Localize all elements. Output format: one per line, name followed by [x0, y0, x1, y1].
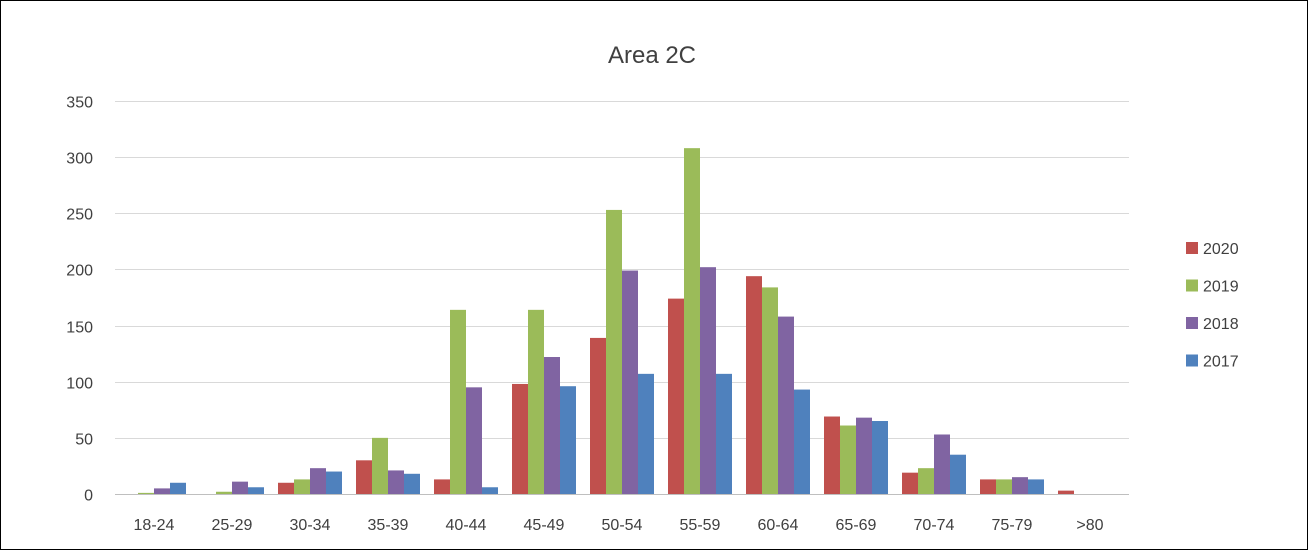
- x-tick-label: 45-49: [524, 517, 565, 534]
- bar-2018-30-34: [310, 468, 326, 494]
- bar-2018-70-74: [934, 434, 950, 494]
- bar-2019-60-64: [762, 287, 778, 494]
- bar-2020-40-44: [434, 479, 450, 494]
- y-tick-label: 50: [75, 432, 93, 449]
- bar-2020-70-74: [902, 472, 918, 494]
- x-tick-label: 18-24: [134, 517, 175, 534]
- bar-2020->80: [1058, 490, 1074, 494]
- legend-label: 2017: [1203, 354, 1239, 371]
- legend-label: 2019: [1203, 279, 1239, 296]
- bar-2020-75-79: [980, 479, 996, 494]
- bar-2020-45-49: [512, 383, 528, 494]
- x-tick-label: 65-69: [836, 517, 877, 534]
- bar-2019-55-59: [684, 148, 700, 494]
- legend-swatch-2020: [1186, 242, 1198, 254]
- chart-title: Area 2C: [608, 42, 696, 69]
- x-tick-label: 70-74: [914, 517, 955, 534]
- y-tick-label: 100: [66, 376, 93, 393]
- x-tick-label: 40-44: [446, 517, 487, 534]
- bar-2019-45-49: [528, 309, 544, 494]
- bar-2017-25-29: [248, 487, 264, 494]
- legend-swatch-2018: [1186, 317, 1198, 329]
- bar-2018-18-24: [154, 488, 170, 494]
- bar-2017-55-59: [716, 373, 732, 494]
- bar-2018-50-54: [622, 270, 638, 494]
- x-tick-label: 60-64: [758, 517, 799, 534]
- bar-2017-60-64: [794, 389, 810, 494]
- bar-2020-55-59: [668, 298, 684, 494]
- x-tick-label: 35-39: [368, 517, 409, 534]
- bar-2020-30-34: [278, 482, 294, 494]
- bar-2017-30-34: [326, 471, 342, 494]
- y-tick-label: 200: [66, 263, 93, 280]
- bar-2017-18-24: [170, 482, 186, 494]
- bar-2018-65-69: [856, 417, 872, 494]
- bar-2017-75-79: [1028, 479, 1044, 494]
- x-tick-label: 30-34: [290, 517, 331, 534]
- bar-2019-35-39: [372, 437, 388, 494]
- x-tick-label: 55-59: [680, 517, 721, 534]
- bar-2018-45-49: [544, 357, 560, 494]
- x-tick-label: 75-79: [992, 517, 1033, 534]
- bar-2018-55-59: [700, 267, 716, 494]
- y-tick-label: 350: [66, 95, 93, 112]
- bars: [138, 148, 1074, 495]
- bar-2018-35-39: [388, 470, 404, 494]
- legend-swatch-2017: [1186, 354, 1198, 367]
- y-tick-label: 150: [66, 320, 93, 337]
- bar-2019-18-24: [138, 492, 154, 494]
- x-tick-label: 25-29: [212, 517, 253, 534]
- x-tick-label: >80: [1076, 517, 1103, 534]
- y-tick-label: 250: [66, 207, 93, 224]
- bar-2019-30-34: [294, 479, 310, 494]
- bar-2017-65-69: [872, 421, 888, 494]
- bar-2019-75-79: [996, 479, 1012, 494]
- bar-2019-25-29: [216, 491, 232, 494]
- bar-2017-70-74: [950, 454, 966, 494]
- legend-label: 2020: [1203, 241, 1239, 258]
- bar-2019-50-54: [606, 209, 622, 495]
- y-tick-label: 0: [84, 488, 93, 505]
- bar-2017-40-44: [482, 487, 498, 494]
- bar-2019-65-69: [840, 425, 856, 494]
- bar-2018-60-64: [778, 316, 794, 494]
- bar-2020-35-39: [356, 460, 372, 494]
- bar-2019-70-74: [918, 468, 934, 494]
- legend: 2020 2019 2018 2017: [1186, 241, 1239, 371]
- bar-2020-50-54: [590, 337, 606, 494]
- y-tick-label: 300: [66, 151, 93, 168]
- legend-label: 2018: [1203, 316, 1239, 333]
- y-axis: 0 50 100 150 200 250 300 350: [66, 95, 93, 505]
- x-tick-label: 50-54: [602, 517, 643, 534]
- bar-2019-40-44: [450, 309, 466, 494]
- bar-2017-35-39: [404, 473, 420, 494]
- bar-2017-45-49: [560, 386, 576, 494]
- bar-2018-25-29: [232, 481, 248, 494]
- bar-2017-50-54: [638, 373, 654, 494]
- bar-2018-75-79: [1012, 477, 1028, 494]
- legend-swatch-2019: [1186, 279, 1198, 292]
- bar-2020-60-64: [746, 276, 762, 494]
- bar-2018-40-44: [466, 387, 482, 494]
- x-axis: 18-24 25-29 30-34 35-39 40-44 45-49 50-54 55-59…: [134, 517, 1104, 534]
- bar-2020-65-69: [824, 416, 840, 494]
